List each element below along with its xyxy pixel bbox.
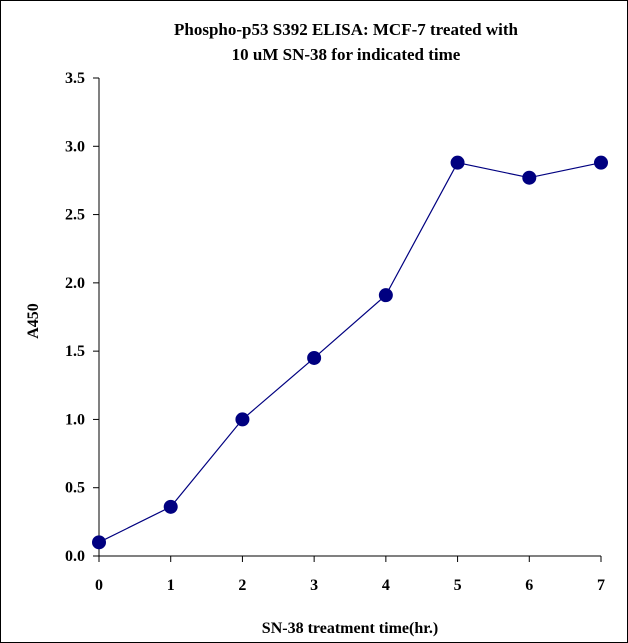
x-tick-label: 3 (310, 577, 318, 594)
data-point (522, 170, 537, 185)
series-markers (92, 155, 608, 550)
data-point (92, 535, 106, 550)
data-point (235, 412, 250, 427)
data-point (594, 155, 608, 170)
x-tick-label: 7 (597, 577, 605, 594)
y-axis-ticks: 0.0 0.5 1.0 1.5 2.0 2.5 3.0 3.5 (65, 70, 99, 565)
y-tick-label: 0.5 (65, 480, 85, 497)
y-tick-label: 3.0 (65, 138, 85, 155)
y-tick-label: 3.5 (65, 70, 85, 87)
x-tick-label: 5 (454, 577, 462, 594)
x-axis-ticks: 0 1 2 3 4 5 6 7 (95, 556, 605, 594)
x-tick-label: 6 (525, 577, 533, 594)
series-line (98, 161, 602, 543)
y-tick-label: 2.0 (65, 275, 85, 292)
y-tick-label: 2.5 (65, 207, 85, 224)
data-point (378, 288, 393, 303)
x-tick-label: 1 (167, 577, 175, 594)
chart-title-line-1: Phospho-p53 S392 ELISA: MCF-7 treated wi… (174, 20, 519, 39)
x-tick-label: 2 (238, 577, 246, 594)
data-point (163, 499, 178, 514)
y-tick-label: 1.5 (65, 343, 85, 360)
y-tick-label: 1.0 (65, 411, 85, 428)
chart-title-line-2: 10 uM SN-38 for indicated time (232, 45, 461, 64)
data-point (450, 155, 465, 170)
y-axis-label: A450 (25, 303, 42, 339)
data-point (307, 350, 322, 365)
y-tick-label: 0.0 (65, 548, 85, 565)
x-tick-label: 0 (95, 577, 103, 594)
x-tick-label: 4 (382, 577, 390, 594)
x-axis-label: SN-38 treatment time(hr.) (262, 620, 438, 637)
